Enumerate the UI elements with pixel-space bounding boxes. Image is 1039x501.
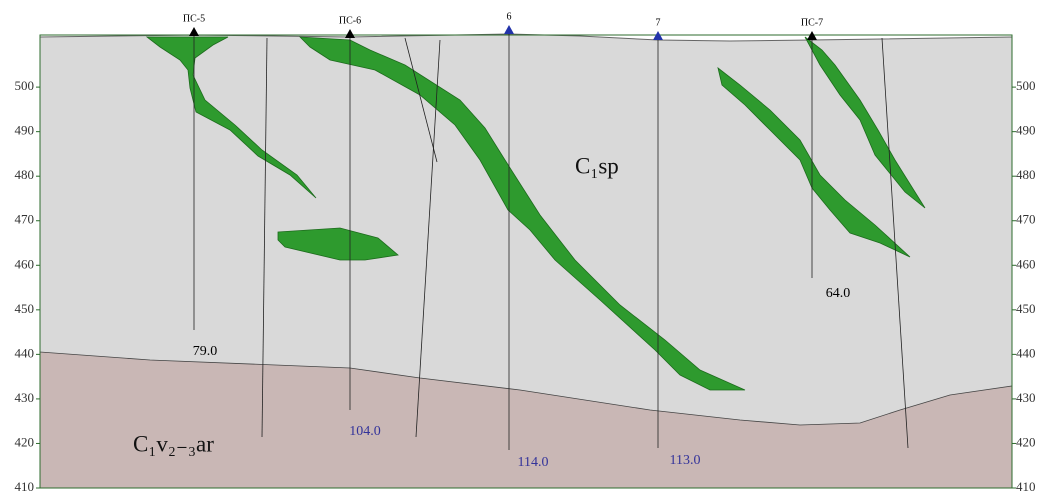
formation-label: C₁v₂₋₃ar — [133, 431, 214, 456]
y-tick-label: 430 — [15, 390, 35, 405]
y-tick-label: 440 — [1016, 345, 1036, 360]
y-tick-label: 460 — [15, 256, 35, 271]
well-label: ПС-6 — [339, 15, 361, 26]
section: C₁sp C₁v₂₋₃ar 410 410 420 420 430 430 440 440 45… — [0, 0, 1039, 496]
well-label: ПС-7 — [801, 17, 823, 28]
well-label: ПС-5 — [183, 13, 205, 24]
well-depth: 113.0 — [670, 453, 701, 468]
y-tick-label: 450 — [1016, 301, 1036, 316]
well-depth: 64.0 — [826, 286, 851, 301]
y-tick-label: 440 — [15, 345, 35, 360]
y-tick-label: 500 — [1016, 78, 1036, 93]
well-depth: 79.0 — [193, 344, 218, 359]
well-marker — [504, 25, 514, 34]
y-tick-label: 490 — [1016, 123, 1036, 138]
y-tick-label: 410 — [15, 479, 35, 494]
y-tick-label: 430 — [1016, 390, 1036, 405]
well-marker — [189, 27, 199, 36]
page: {"axis": {"ylim": [410, 511.7], "yticks"… — [0, 0, 1039, 496]
y-tick-label: 420 — [1016, 434, 1036, 449]
well-depth: 104.0 — [349, 424, 381, 439]
well-marker — [345, 29, 355, 38]
formation-label: C₁sp — [575, 153, 619, 178]
well-depth: 114.0 — [518, 455, 549, 470]
y-tick-label: 500 — [15, 78, 35, 93]
y-tick-label: 480 — [15, 167, 35, 182]
well-label: 7 — [656, 17, 661, 28]
y-tick-label: 470 — [15, 212, 35, 227]
y-tick-label: 490 — [15, 123, 35, 138]
y-tick-label: 470 — [1016, 212, 1036, 227]
well-label: 6 — [507, 11, 512, 22]
y-tick-label: 450 — [15, 301, 35, 316]
y-tick-label: 410 — [1016, 479, 1036, 494]
y-tick-label: 460 — [1016, 256, 1036, 271]
y-tick-label: 420 — [15, 434, 35, 449]
y-tick-label: 480 — [1016, 167, 1036, 182]
